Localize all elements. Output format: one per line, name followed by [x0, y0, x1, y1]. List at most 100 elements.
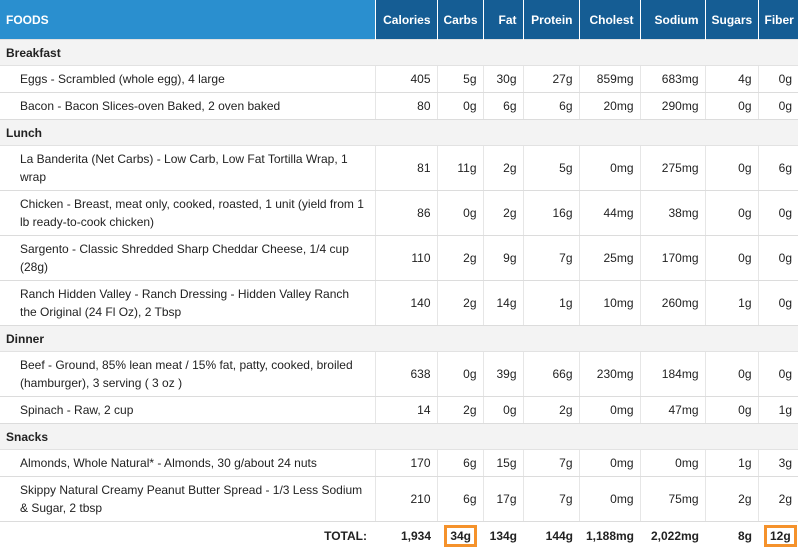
header-fiber: Fiber: [758, 0, 798, 40]
total-protein: 144g: [545, 529, 573, 543]
protein-cell: 1g: [523, 280, 580, 326]
calories-cell: 140: [375, 280, 438, 326]
fat-cell: 9g: [483, 235, 524, 281]
protein-cell: 7g: [523, 235, 580, 281]
total-calories: 1,934: [400, 529, 431, 543]
meal-row-snacks: Snacks: [0, 423, 798, 450]
calories-cell: 170: [375, 449, 438, 477]
sugars-cell: 0g: [705, 92, 759, 120]
cholest-cell: 859mg: [579, 65, 641, 93]
sugars-cell: 0g: [705, 396, 759, 424]
food-name[interactable]: Bacon - Bacon Slices-oven Baked, 2 oven …: [0, 92, 376, 120]
meal-row-lunch: Lunch: [0, 119, 798, 146]
fiber-cell: 2g: [758, 476, 798, 522]
food-name[interactable]: Ranch Hidden Valley - Ranch Dressing - H…: [0, 280, 376, 326]
header-protein: Protein: [523, 0, 580, 40]
sodium-cell: 683mg: [640, 65, 706, 93]
sodium-cell: 75mg: [640, 476, 706, 522]
calories-cell: 86: [375, 190, 438, 236]
fiber-cell: 1g: [758, 396, 798, 424]
carbs-cell: 0g: [437, 92, 484, 120]
cholest-cell: 20mg: [579, 92, 641, 120]
table-header: FOODS Calories Carbs Fat Protein Cholest…: [0, 0, 798, 40]
protein-cell: 7g: [523, 449, 580, 477]
food-name[interactable]: La Banderita (Net Carbs) - Low Carb, Low…: [0, 145, 376, 191]
header-cholest: Cholest: [579, 0, 641, 40]
sodium-cell: 0mg: [640, 449, 706, 477]
total-fiber-cell: 12g: [758, 522, 798, 551]
food-name[interactable]: Sargento - Classic Shredded Sharp Chedda…: [0, 235, 376, 281]
fat-cell: 14g: [483, 280, 524, 326]
fiber-cell: 0g: [758, 190, 798, 236]
meal-title: Breakfast: [0, 39, 798, 66]
fat-cell: 30g: [483, 65, 524, 93]
sugars-cell: 0g: [705, 145, 759, 191]
food-name[interactable]: Eggs - Scrambled (whole egg), 4 large: [0, 65, 376, 93]
carbs-cell: 0g: [437, 190, 484, 236]
sugars-cell: 2g: [705, 476, 759, 522]
table-row: Bacon - Bacon Slices-oven Baked, 2 oven …: [0, 92, 798, 120]
header-sodium: Sodium: [640, 0, 706, 40]
food-name[interactable]: Beef - Ground, 85% lean meat / 15% fat, …: [0, 351, 376, 397]
sugars-cell: 1g: [705, 280, 759, 326]
fat-cell: 15g: [483, 449, 524, 477]
fiber-cell: 0g: [758, 235, 798, 281]
header-sugars: Sugars: [705, 0, 759, 40]
table-row: Chicken - Breast, meat only, cooked, roa…: [0, 190, 798, 236]
protein-cell: 2g: [523, 396, 580, 424]
table-row: La Banderita (Net Carbs) - Low Carb, Low…: [0, 145, 798, 191]
total-cholest: 1,188mg: [585, 529, 634, 543]
protein-cell: 66g: [523, 351, 580, 397]
sodium-cell: 38mg: [640, 190, 706, 236]
food-name[interactable]: Chicken - Breast, meat only, cooked, roa…: [0, 190, 376, 236]
protein-cell: 6g: [523, 92, 580, 120]
sugars-cell: 0g: [705, 351, 759, 397]
fiber-cell: 0g: [758, 65, 798, 93]
table-row: Ranch Hidden Valley - Ranch Dressing - H…: [0, 280, 798, 326]
sugars-cell: 1g: [705, 449, 759, 477]
sugars-cell: 4g: [705, 65, 759, 93]
carbs-cell: 2g: [437, 235, 484, 281]
sodium-cell: 170mg: [640, 235, 706, 281]
table-row: Eggs - Scrambled (whole egg), 4 large 40…: [0, 65, 798, 93]
fiber-cell: 3g: [758, 449, 798, 477]
meal-row-dinner: Dinner: [0, 325, 798, 352]
header-carbs: Carbs: [437, 0, 484, 40]
meal-title: Snacks: [0, 423, 798, 450]
fat-cell: 39g: [483, 351, 524, 397]
protein-cell: 27g: [523, 65, 580, 93]
cholest-cell: 0mg: [579, 396, 641, 424]
cholest-cell: 0mg: [579, 449, 641, 477]
food-name[interactable]: Spinach - Raw, 2 cup: [0, 396, 376, 424]
sodium-cell: 260mg: [640, 280, 706, 326]
cholest-cell: 0mg: [579, 145, 641, 191]
header-calories: Calories: [375, 0, 438, 40]
fat-cell: 17g: [483, 476, 524, 522]
sodium-cell: 184mg: [640, 351, 706, 397]
sugars-cell: 0g: [705, 235, 759, 281]
meal-title: Dinner: [0, 325, 798, 352]
protein-cell: 16g: [523, 190, 580, 236]
header-fat: Fat: [483, 0, 524, 40]
sugars-cell: 0g: [705, 190, 759, 236]
meal-row-breakfast: Breakfast: [0, 39, 798, 66]
fat-cell: 2g: [483, 190, 524, 236]
total-label: TOTAL:: [324, 529, 367, 543]
table-row: Skippy Natural Creamy Peanut Butter Spre…: [0, 476, 798, 522]
total-sodium: 2,022mg: [650, 529, 699, 543]
cholest-cell: 230mg: [579, 351, 641, 397]
meal-title: Lunch: [0, 119, 798, 146]
carbs-cell: 2g: [437, 280, 484, 326]
calories-cell: 14: [375, 396, 438, 424]
food-name[interactable]: Almonds, Whole Natural* - Almonds, 30 g/…: [0, 449, 376, 477]
calories-cell: 405: [375, 65, 438, 93]
header-foods: FOODS: [0, 0, 376, 40]
sodium-cell: 275mg: [640, 145, 706, 191]
sodium-cell: 47mg: [640, 396, 706, 424]
food-name[interactable]: Skippy Natural Creamy Peanut Butter Spre…: [0, 476, 376, 522]
fat-cell: 6g: [483, 92, 524, 120]
calories-cell: 110: [375, 235, 438, 281]
fiber-cell: 0g: [758, 92, 798, 120]
fat-cell: 0g: [483, 396, 524, 424]
food-diary-table: FOODS Calories Carbs Fat Protein Cholest…: [0, 0, 798, 551]
